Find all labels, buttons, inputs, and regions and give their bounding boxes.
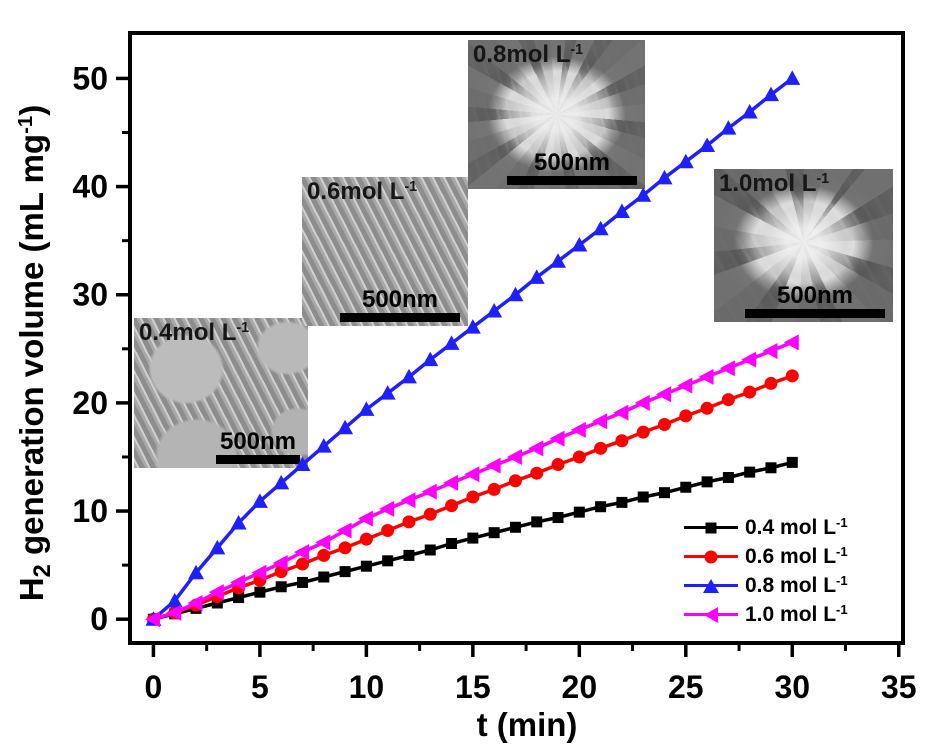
inset-label-0.6: 0.6mol L-1 (307, 178, 418, 205)
y-tick-label: 40 (72, 169, 108, 205)
x-tick-label: 25 (668, 669, 704, 705)
inset-label-1.0: 1.0mol L-1 (719, 170, 830, 197)
y-tick-label: 20 (72, 385, 108, 421)
legend-item-1.0: 1.0 mol L-1 (684, 600, 848, 629)
legend-line-sample (684, 522, 738, 533)
scale-bar-text: 500nm (361, 286, 439, 313)
legend-item-0.6: 0.6 mol L-1 (684, 542, 848, 571)
triangle-up-marker-icon (703, 578, 719, 593)
inset-label-0.8: 0.8mol L-1 (473, 41, 584, 68)
triangle-left-marker-icon (704, 606, 718, 623)
scale-bar-line (507, 176, 637, 185)
x-tick-label: 10 (349, 669, 385, 705)
x-tick-label: 30 (774, 669, 810, 705)
legend: 0.4 mol L-1 0.6 mol L-1 0.8 mol L-1 1.0 … (684, 513, 848, 629)
scale-bar-line (745, 309, 885, 318)
inset-label-0.4: 0.4mol L-1 (139, 319, 250, 346)
legend-item-0.8: 0.8 mol L-1 (684, 571, 848, 600)
legend-item-0.4: 0.4 mol L-1 (684, 513, 848, 542)
square-marker-icon (705, 522, 717, 533)
x-axis: 0 5 10 15 20 25 30 35 (145, 643, 917, 705)
scale-bar-line (216, 455, 300, 464)
legend-label: 0.4 mol L-1 (745, 514, 848, 540)
legend-line-sample (684, 550, 738, 563)
legend-line-sample (684, 606, 738, 623)
x-tick-label: 15 (455, 669, 491, 705)
scale-bar-text: 500nm (219, 428, 297, 455)
x-tick-label: 35 (881, 669, 917, 705)
x-tick-label: 5 (251, 669, 269, 705)
scale-bar-0.8: 500nm (507, 151, 637, 185)
sem-inset-0.4mol: 0.4mol L-1 500nm (134, 318, 308, 468)
scale-bar-0.4: 500nm (216, 430, 300, 464)
x-tick-label: 20 (562, 669, 598, 705)
y-tick-label: 0 (90, 601, 108, 637)
sem-inset-0.6mol: 0.6mol L-1 500nm (302, 177, 468, 326)
scale-bar-1.0: 500nm (745, 284, 885, 318)
sem-inset-1.0mol: 1.0mol L-1 500nm (714, 169, 893, 322)
legend-label: 0.6 mol L-1 (745, 543, 848, 569)
scale-bar-0.6: 500nm (340, 288, 460, 322)
legend-label: 1.0 mol L-1 (745, 601, 848, 627)
x-axis-title: t (min) (476, 706, 578, 743)
y-tick-label: 50 (72, 60, 108, 96)
y-tick-label: 30 (72, 277, 108, 313)
scale-bar-text: 500nm (533, 149, 611, 176)
y-tick-label: 10 (72, 493, 108, 529)
legend-line-sample (684, 578, 738, 593)
scale-bar-line (340, 313, 460, 322)
scale-bar-text: 500nm (776, 282, 854, 309)
legend-label: 0.8 mol L-1 (745, 572, 848, 598)
y-axis: 0 10 20 30 40 50 (72, 60, 130, 637)
circle-marker-icon (704, 550, 718, 563)
x-tick-label: 0 (145, 669, 163, 705)
sem-inset-0.8mol: 0.8mol L-1 500nm (468, 40, 645, 189)
y-axis-title: H2 generation volume (mL mg-1) (13, 104, 57, 602)
